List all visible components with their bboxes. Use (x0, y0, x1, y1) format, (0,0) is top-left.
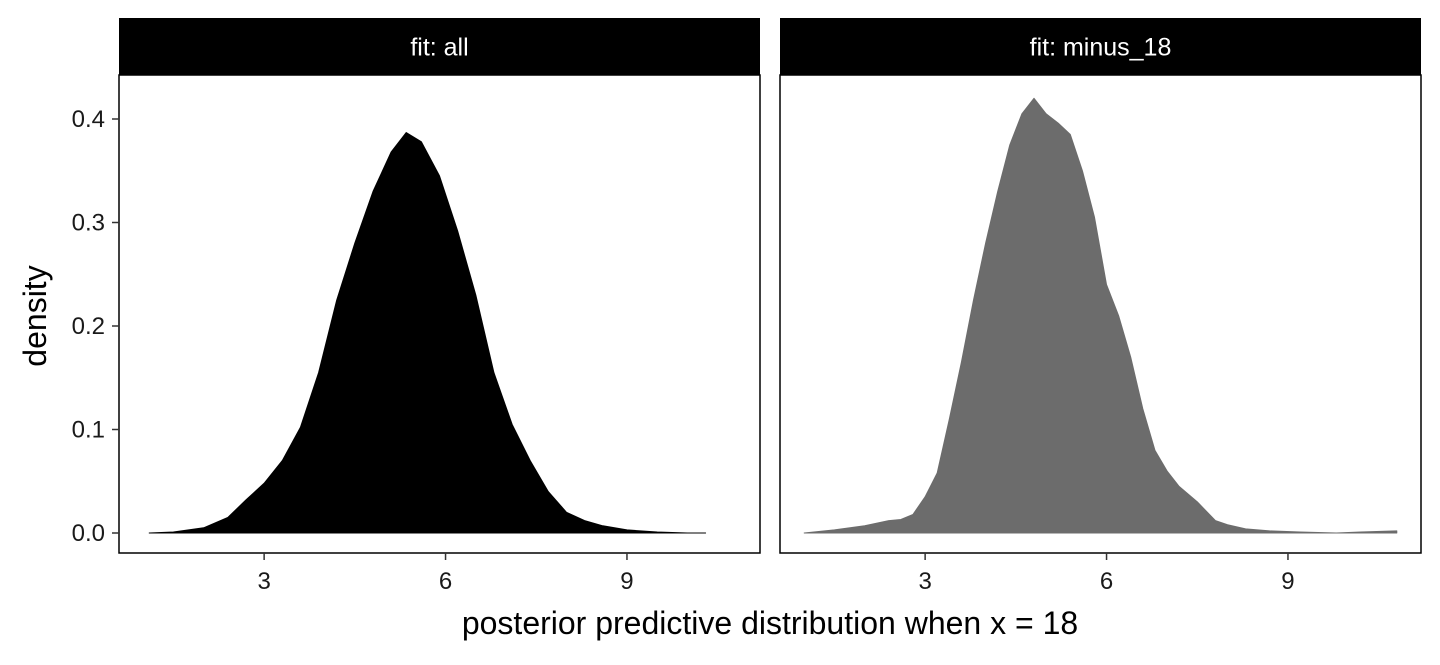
x-tick-label: 9 (1281, 568, 1294, 595)
facet-strip-label: fit: all (410, 34, 468, 62)
y-tick-label: 0.0 (72, 520, 105, 547)
panel-border (118, 74, 761, 554)
x-axis-title: posterior predictive distribution when x… (462, 605, 1078, 641)
y-tick-label: 0.3 (72, 210, 105, 237)
x-tick-label: 9 (620, 568, 633, 595)
y-tick-label: 0.1 (72, 417, 105, 444)
x-tick-label: 3 (257, 568, 270, 595)
x-tick-label: 6 (1100, 568, 1113, 595)
x-tick-label: 6 (439, 568, 452, 595)
x-axis: 3 6 9 3 6 9 (257, 553, 1295, 595)
y-tick-label: 0.2 (72, 313, 105, 340)
y-axis-title: density (17, 265, 53, 366)
facet-strip-label: fit: minus_18 (1030, 34, 1172, 62)
panel-layer: fit: all fit: minus_18 (118, 18, 1422, 554)
density-area (148, 132, 707, 534)
facet-panel-1: fit: all (118, 18, 761, 554)
facet-panel-2: fit: minus_18 (779, 18, 1422, 554)
facet-strip (119, 18, 760, 75)
density-area (803, 97, 1398, 534)
x-tick-label: 3 (918, 568, 931, 595)
y-axis: 0.0 0.1 0.2 0.3 0.4 (72, 106, 119, 547)
facet-strip (780, 18, 1421, 75)
panel-border (779, 74, 1422, 554)
y-tick-label: 0.4 (72, 106, 105, 133)
